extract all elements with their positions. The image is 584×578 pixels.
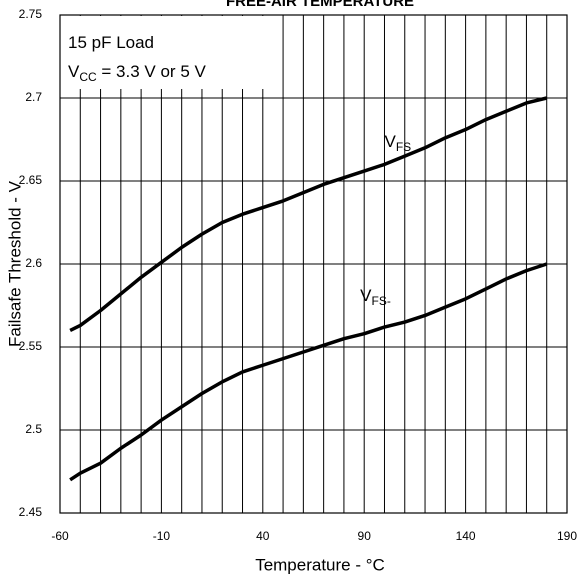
x-tick-label: 190 <box>557 529 577 543</box>
x-tick-label: 140 <box>456 529 476 543</box>
annotation-part: CC <box>79 70 97 84</box>
y-tick-label: 2.65 <box>19 173 43 187</box>
y-tick-label: 2.7 <box>25 90 42 104</box>
chart-title: FREE-AIR TEMPERATURE <box>226 0 414 10</box>
annotation: VCC = 3.3 V or 5 V <box>68 62 206 84</box>
y-tick-label: 2.5 <box>25 422 42 436</box>
annotation-part: 15 pF Load <box>68 33 154 52</box>
series-line <box>69 262 548 482</box>
annotation-part: = 3.3 V or 5 V <box>97 62 207 81</box>
x-tick-label: 40 <box>256 529 270 543</box>
x-tick-label: 90 <box>358 529 372 543</box>
y-axis-title: Failsafe Threshold - V <box>5 180 24 347</box>
y-tick-label: 2.55 <box>19 339 43 353</box>
series-line <box>69 96 548 332</box>
series-label-main: V <box>360 287 372 306</box>
plot-frame <box>59 14 568 514</box>
series-label: VFS- <box>360 287 391 309</box>
series-label: VFS <box>384 132 411 154</box>
y-tick-label: 2.45 <box>19 505 43 519</box>
annotation-box <box>61 16 269 89</box>
series-label-sub: FS <box>396 140 411 154</box>
x-axis-title: Temperature - °C <box>255 555 385 574</box>
x-tick-label: -10 <box>153 529 171 543</box>
series-label-sub: FS- <box>371 294 390 308</box>
y-tick-label: 2.6 <box>25 256 42 270</box>
series-label-main: V <box>384 132 396 151</box>
y-tick-label: 2.75 <box>19 7 43 21</box>
x-tick-label: -60 <box>51 529 69 543</box>
annotation: 15 pF Load <box>68 33 154 52</box>
annotation-part: V <box>68 62 80 81</box>
